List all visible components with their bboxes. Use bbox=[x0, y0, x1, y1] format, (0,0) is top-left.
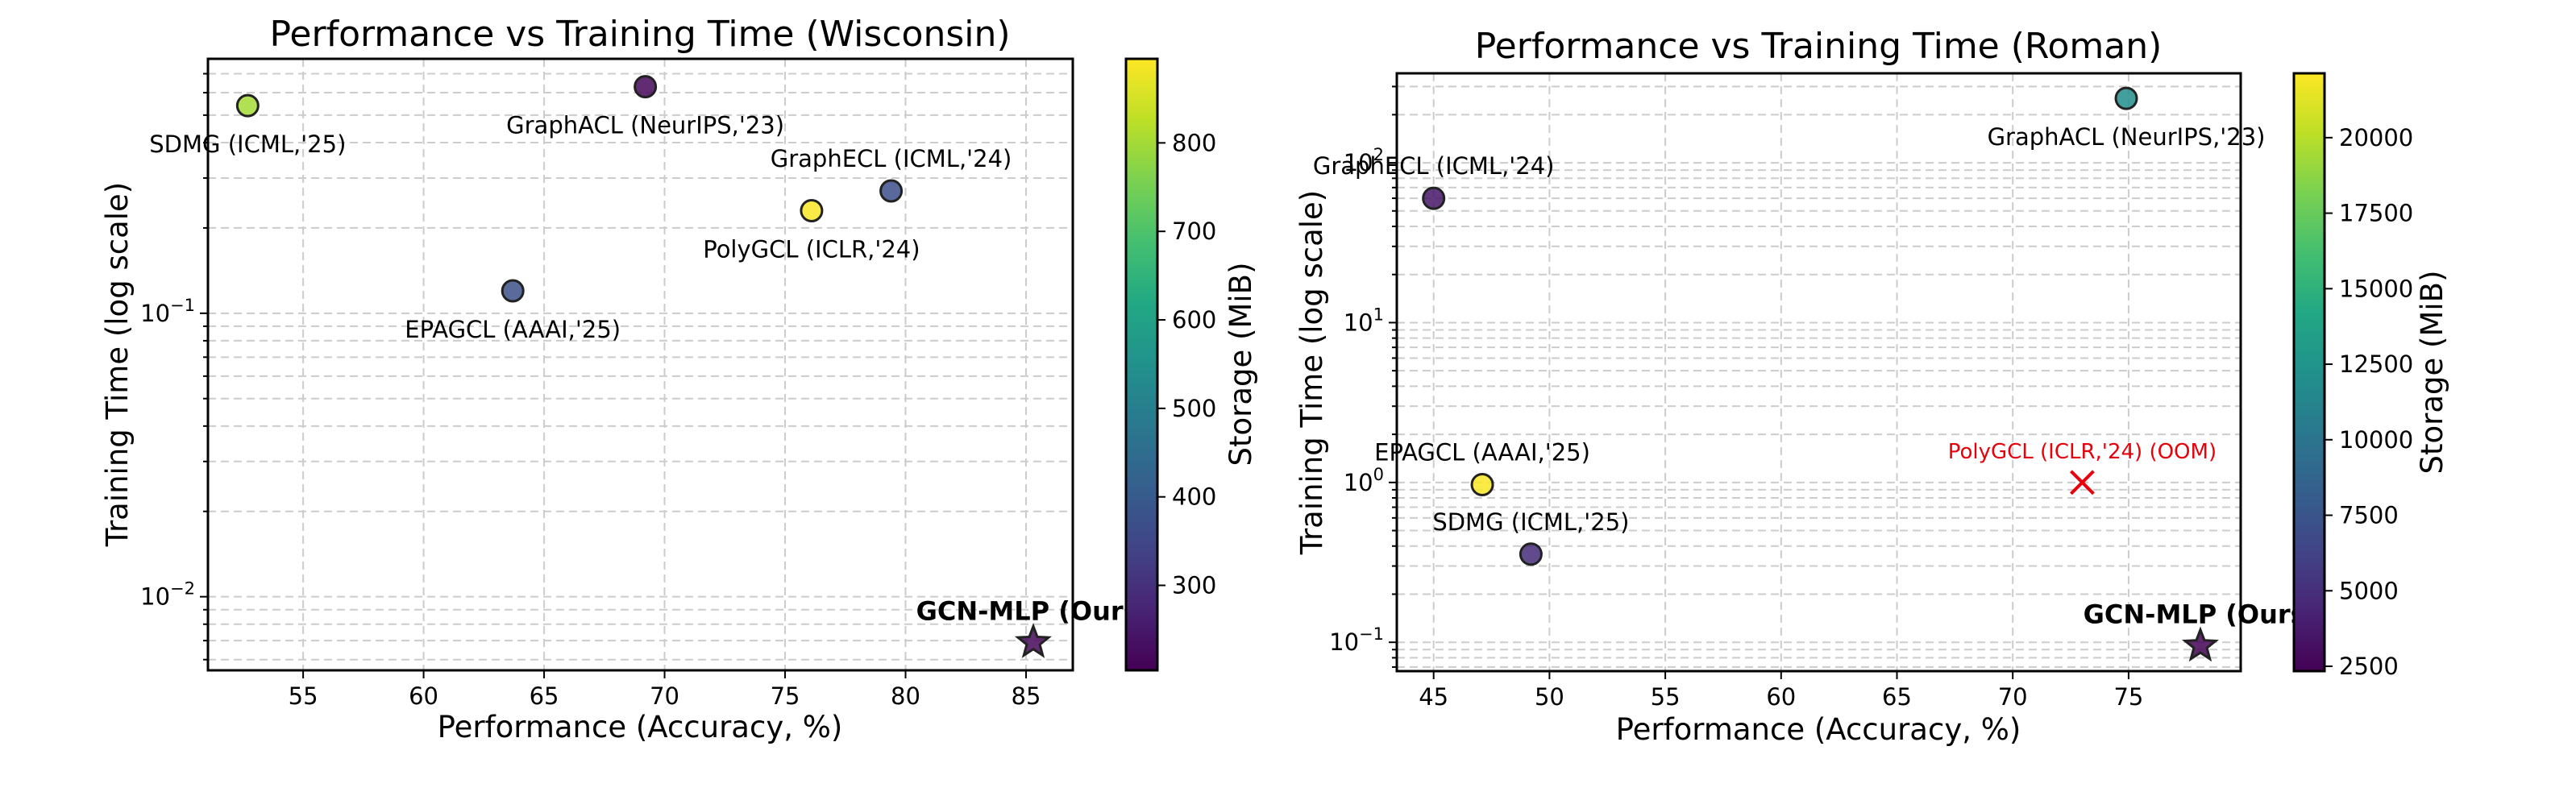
x-tick-label: 75 bbox=[771, 682, 800, 710]
colorbar-tick-label: 700 bbox=[1172, 218, 1216, 245]
y-tick-label: 100 bbox=[1344, 465, 1384, 496]
colorbar-tick-label: 5000 bbox=[2339, 577, 2399, 604]
point-labels: SDMG (ICML,'25) GraphACL (NeurIPS,'23) Gra… bbox=[149, 112, 1150, 627]
colorbar-tick-label: 2500 bbox=[2339, 653, 2399, 680]
gridlines bbox=[208, 59, 1073, 670]
point-label: GraphECL (ICML,'24) bbox=[1313, 152, 1555, 180]
colorbar-tick-label: 15000 bbox=[2339, 275, 2413, 302]
point-label: GCN-MLP (Ours) bbox=[2084, 599, 2318, 630]
point-label: GraphACL (NeurIPS,'23) bbox=[506, 112, 784, 139]
y-tick-label: 10−1 bbox=[1329, 624, 1384, 656]
point-labels: GraphACL (NeurIPS,'23) GraphECL (ICML,'24… bbox=[1313, 123, 2317, 630]
colorbar-tick-label: 20000 bbox=[2339, 124, 2413, 151]
colorbar-tick-label: 10000 bbox=[2339, 426, 2413, 454]
colorbar-label: Storage (MiB) bbox=[1224, 263, 1258, 466]
y-tick-label: 10−1 bbox=[140, 296, 195, 327]
data-point bbox=[501, 279, 525, 303]
point-label: GraphECL (ICML,'24) bbox=[771, 145, 1012, 172]
colorbar-gradient bbox=[1124, 57, 1159, 672]
colorbar: 300 400 500 600 700 800 bbox=[1124, 57, 1216, 672]
data-point-star bbox=[2181, 626, 2220, 662]
x-tick-label: 80 bbox=[891, 682, 920, 710]
x-tick-label: 60 bbox=[409, 682, 438, 710]
gridlines bbox=[1397, 73, 2241, 671]
data-point bbox=[879, 179, 904, 203]
x-tick-label: 65 bbox=[1882, 683, 1912, 711]
x-axis-label: Performance (Accuracy, %) bbox=[1616, 712, 2021, 747]
x-tick-label: 85 bbox=[1012, 682, 1041, 710]
data-points bbox=[1422, 86, 2220, 662]
colorbar-gradient bbox=[2292, 72, 2326, 673]
x-tick-label: 55 bbox=[289, 682, 318, 710]
panel-roman: Performance vs Training Time (Roman) Gra… bbox=[1294, 26, 2449, 747]
colorbar-label: Storage (MiB) bbox=[2415, 271, 2449, 475]
y-axis-ticks: 10−1 100 101 102 bbox=[1329, 85, 1397, 668]
x-tick-label: 60 bbox=[1766, 683, 1796, 711]
point-label: PolyGCL (ICLR,'24) (OOM) bbox=[1948, 440, 2217, 464]
colorbar-tick-label: 600 bbox=[1172, 306, 1216, 334]
data-point bbox=[800, 199, 824, 223]
point-label: PolyGCL (ICLR,'24) bbox=[703, 236, 920, 263]
colorbar-tick-label: 300 bbox=[1172, 572, 1216, 599]
x-tick-label: 70 bbox=[650, 682, 679, 710]
x-tick-label: 75 bbox=[2113, 683, 2143, 711]
y-axis-label: Training Time (log scale) bbox=[100, 182, 135, 547]
data-point bbox=[1519, 542, 1543, 566]
point-label: SDMG (ICML,'25) bbox=[149, 131, 346, 158]
y-axis-ticks: 10−2 10−1 bbox=[140, 73, 208, 661]
colorbar-tick-label: 7500 bbox=[2339, 502, 2399, 529]
colorbar-tick-label: 500 bbox=[1172, 395, 1216, 422]
point-label: SDMG (ICML,'25) bbox=[1432, 508, 1629, 536]
x-tick-label: 70 bbox=[1998, 683, 2028, 711]
y-tick-label: 102 bbox=[1344, 145, 1384, 176]
plot-frame bbox=[206, 57, 1074, 672]
point-label: GCN-MLP (Ours) bbox=[916, 595, 1151, 626]
data-points bbox=[235, 75, 1053, 658]
y-tick-label: 10−2 bbox=[140, 579, 195, 611]
point-label: EPAGCL (AAAI,'25) bbox=[405, 316, 621, 343]
data-point bbox=[1470, 472, 1494, 496]
data-point-star bbox=[1014, 623, 1053, 658]
x-axis-ticks: 45 50 55 60 65 70 75 bbox=[1419, 671, 2143, 711]
y-tick-label: 101 bbox=[1344, 305, 1384, 336]
x-tick-label: 65 bbox=[530, 682, 559, 710]
chart-title: Performance vs Training Time (Wisconsin) bbox=[269, 14, 1010, 55]
point-label: EPAGCL (AAAI,'25) bbox=[1374, 438, 1590, 466]
chart-title: Performance vs Training Time (Roman) bbox=[1475, 26, 2163, 67]
plot-frame bbox=[1395, 72, 2242, 673]
colorbar-tick-label: 17500 bbox=[2339, 200, 2413, 227]
data-point bbox=[2114, 86, 2138, 110]
x-tick-label: 45 bbox=[1419, 683, 1448, 711]
colorbar: 2500 5000 7500 10000 12500 15000 17500 20000 bbox=[2292, 72, 2413, 680]
x-tick-label: 50 bbox=[1535, 683, 1564, 711]
x-tick-label: 55 bbox=[1651, 683, 1681, 711]
data-point bbox=[1422, 186, 1446, 210]
colorbar-tick-label: 800 bbox=[1172, 129, 1216, 156]
panel-wisconsin: Performance vs Training Time (Wisconsin)… bbox=[100, 14, 1258, 744]
colorbar-tick-label: 400 bbox=[1172, 483, 1216, 511]
x-axis-ticks: 55 60 65 70 75 80 85 bbox=[289, 670, 1041, 710]
data-point bbox=[235, 93, 260, 118]
x-axis-label: Performance (Accuracy, %) bbox=[438, 710, 843, 744]
point-label: GraphACL (NeurIPS,'23) bbox=[1988, 123, 2266, 151]
colorbar-tick-label: 12500 bbox=[2339, 350, 2413, 378]
data-point bbox=[634, 75, 658, 99]
y-axis-label: Training Time (log scale) bbox=[1294, 190, 1329, 555]
data-point-x bbox=[2070, 470, 2095, 495]
